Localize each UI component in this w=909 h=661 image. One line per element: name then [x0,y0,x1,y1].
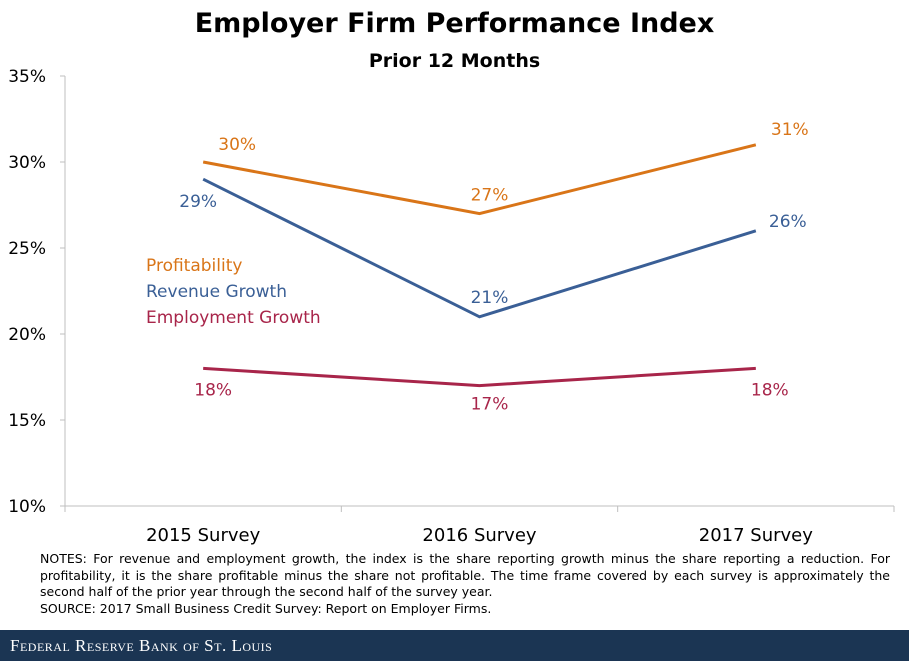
data-label: 31% [771,120,809,140]
series-line-revenue-growth [202,177,757,319]
data-label: 18% [194,380,232,400]
y-tick-label: 20% [8,325,46,345]
y-tick-label: 35% [8,67,46,87]
line-chart: 10% 15% 20% 25% 30% 35% 2015 Survey 2016 Survey… [8,67,895,546]
data-label: 29% [179,192,217,212]
source-text: SOURCE: 2017 Small Business Credit Surve… [40,600,492,616]
chart-subtitle: Prior 12 Months [368,50,541,72]
data-label: 30% [218,135,256,155]
data-label: 17% [471,395,509,415]
y-tick-label: 10% [8,497,46,517]
footer-brand: Federal Reserve Bank of St. Louis [10,636,273,655]
legend-employment-growth: Employment Growth [146,308,321,328]
data-label: 18% [751,380,789,400]
y-tick-label: 15% [8,411,46,431]
legend-revenue-growth: Revenue Growth [146,282,287,302]
y-tick-label: 30% [8,153,46,173]
chart-notes: NOTES: For revenue and employment growth… [40,551,890,617]
x-tick-label: 2015 Survey [146,525,260,546]
notes-text: NOTES: For revenue and employment growth… [40,551,890,599]
data-label: 27% [471,186,509,206]
chart-title: Employer Firm Performance Index [194,8,715,39]
series-line-employment-growth [203,366,756,388]
y-tick-label: 25% [8,239,46,259]
data-label: 26% [769,212,807,232]
x-tick-label: 2017 Survey [699,525,813,546]
x-tick-label: 2016 Survey [422,525,536,546]
legend-profitability: Profitability [146,256,243,276]
data-label: 21% [471,288,509,308]
footer-bar: Federal Reserve Bank of St. Louis [0,630,909,661]
series-line-profitability [202,143,757,216]
